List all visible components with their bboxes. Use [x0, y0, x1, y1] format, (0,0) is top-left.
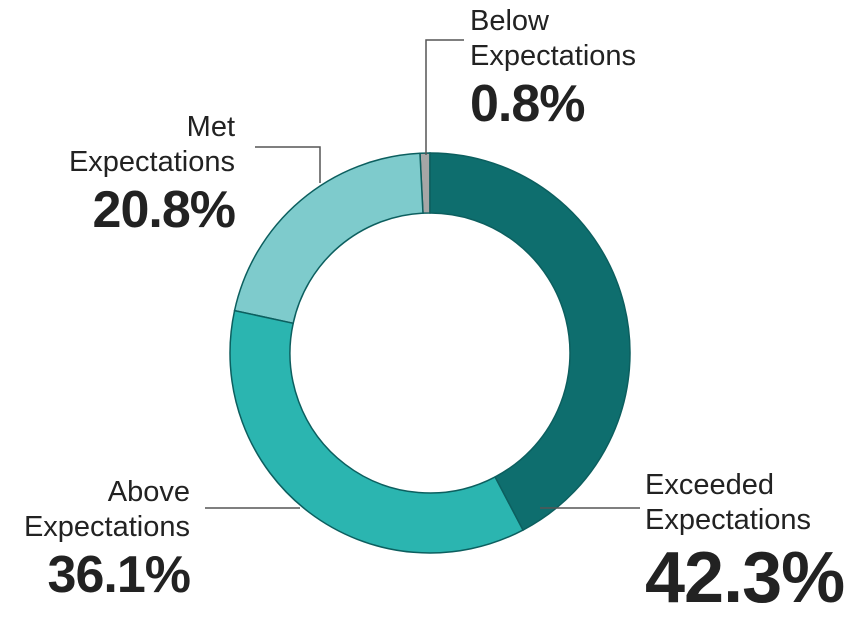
- segment-label: Met Expectations 20.8%: [35, 110, 236, 240]
- leader-line: [255, 146, 321, 183]
- value-label: 20.8%: [92, 181, 236, 239]
- value-label: 42.3%: [645, 538, 845, 618]
- category-label: Above Expectations: [23, 476, 190, 543]
- segment-label: Exceeded Expectations 42.3%: [645, 468, 845, 618]
- leader-line: [425, 39, 464, 155]
- category-label: Exceeded Expectations: [645, 469, 812, 536]
- segment-label: Below Expectations 0.8%: [470, 4, 670, 134]
- category-label: Met Expectations: [68, 111, 235, 178]
- donut-segment: [429, 152, 631, 532]
- value-label: 0.8%: [470, 75, 586, 133]
- donut-segment: [229, 309, 525, 554]
- segment-label: Above Expectations 36.1%: [0, 475, 191, 605]
- category-label: Below Expectations: [470, 5, 637, 72]
- value-label: 36.1%: [47, 546, 191, 604]
- donut-segment: [233, 152, 424, 325]
- leader-lines: [205, 39, 640, 509]
